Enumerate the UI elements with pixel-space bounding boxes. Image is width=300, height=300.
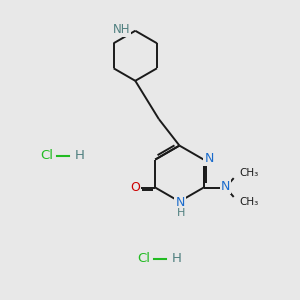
- Text: N: N: [175, 196, 185, 208]
- Text: Cl: Cl: [40, 149, 53, 162]
- Text: H: H: [74, 149, 84, 162]
- Text: NH: NH: [112, 23, 130, 36]
- Text: H: H: [172, 252, 182, 266]
- Text: N: N: [204, 152, 214, 165]
- Text: N: N: [221, 181, 230, 194]
- Text: CH₃: CH₃: [240, 168, 259, 178]
- Text: CH₃: CH₃: [240, 197, 259, 207]
- Text: H: H: [177, 208, 185, 218]
- Text: Cl: Cl: [138, 252, 151, 266]
- Text: O: O: [130, 181, 140, 194]
